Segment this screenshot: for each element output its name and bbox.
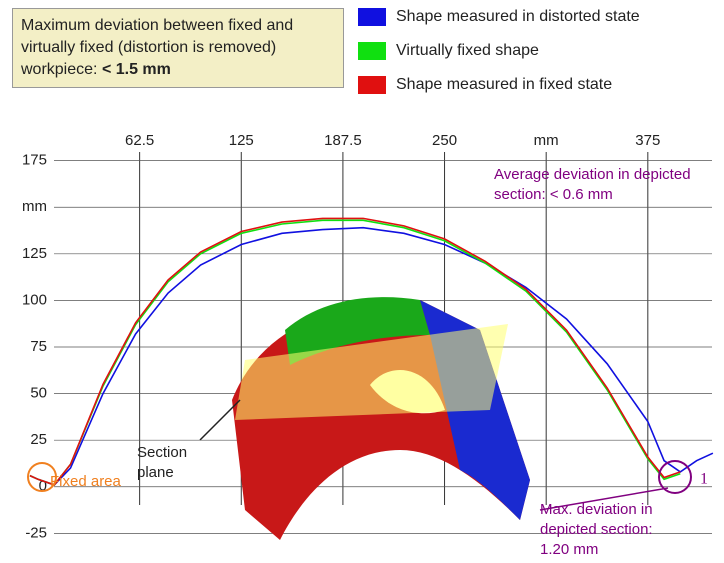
section-note: Section plane xyxy=(137,443,207,483)
workpiece-render xyxy=(232,297,530,540)
x-tick-label: 187.5 xyxy=(324,132,362,149)
legend-swatch xyxy=(358,42,386,60)
x-tick-label: mm xyxy=(534,132,559,149)
legend-swatch xyxy=(358,8,386,26)
y-tick-label: 50 xyxy=(30,385,47,402)
legend-label: Virtually fixed shape xyxy=(396,42,539,60)
fixed-note: Fixed area xyxy=(50,472,121,492)
y-tick-label: 175 xyxy=(22,152,47,169)
info-emphasis: < 1.5 mm xyxy=(102,61,171,78)
y-tick-label: 100 xyxy=(22,291,47,308)
x-tick-label: 250 xyxy=(432,132,457,149)
leader-line xyxy=(200,400,240,440)
average-note: Average deviation in depicted section: <… xyxy=(494,165,694,205)
page: 62.5125187.5250mm375-250255075100125mm17… xyxy=(0,0,724,563)
legend-swatch xyxy=(358,76,386,94)
legend-label: Shape measured in fixed state xyxy=(396,76,612,94)
max-note: Max. deviation in depicted section: 1.20… xyxy=(540,500,680,560)
y-tick-label: 25 xyxy=(30,431,47,448)
info-box: Maximum deviation between fixed and virt… xyxy=(12,8,344,88)
legend-entry: Virtually fixed shape xyxy=(358,42,539,60)
legend-entry: Shape measured in fixed state xyxy=(358,76,612,94)
legend-label: Shape measured in distorted state xyxy=(396,8,640,26)
y-tick-label: 125 xyxy=(22,245,47,262)
legend-entry: Shape measured in distorted state xyxy=(358,8,640,26)
x-tick-label: 62.5 xyxy=(125,132,154,149)
y-tick-label: mm xyxy=(22,198,47,215)
y-tick-label: -25 xyxy=(25,524,47,541)
x-tick-label: 125 xyxy=(229,132,254,149)
x-tick-label: 375 xyxy=(635,132,660,149)
y-tick-label: 75 xyxy=(30,338,47,355)
marker-label: 1 xyxy=(700,471,708,488)
